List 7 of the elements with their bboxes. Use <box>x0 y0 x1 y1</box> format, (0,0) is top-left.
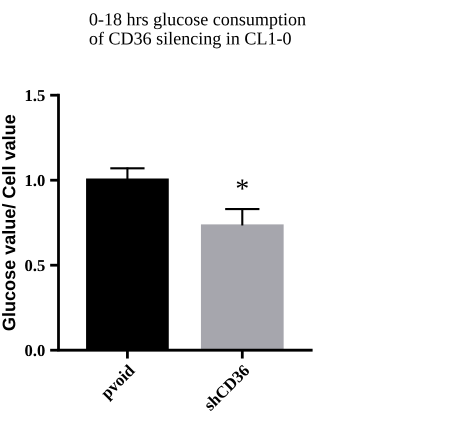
y-axis-title: Glucose value/ Cell value <box>2 114 16 330</box>
annotation: * <box>236 179 248 190</box>
y-tick-label: 1.0 <box>26 174 45 186</box>
chart-title: 0-18 hrs glucose consumption of CD36 silencing in CL1-0 <box>90 12 306 48</box>
y-tick-label: 0.5 <box>25 260 45 272</box>
y-tick-label: 0.0 <box>25 344 45 356</box>
y-tick-label: 1.5 <box>26 90 45 102</box>
